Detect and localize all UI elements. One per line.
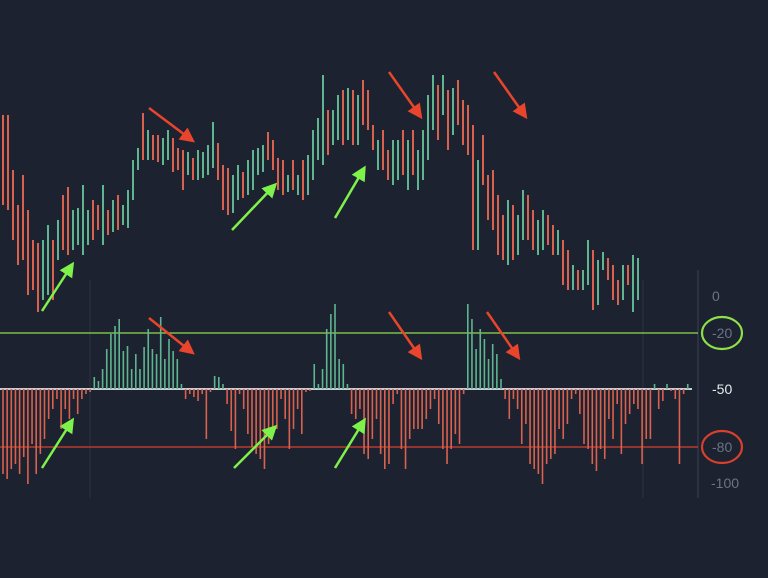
oscillator-histogram xyxy=(2,304,689,484)
arrow-up-icon xyxy=(333,417,366,469)
arrow-down-icon xyxy=(148,317,195,355)
arrow-up-icon xyxy=(40,261,75,312)
arrow-down-icon xyxy=(148,107,195,143)
axis-label: 0 xyxy=(712,288,720,304)
arrow-up-icon xyxy=(333,165,366,219)
arrow-up-icon xyxy=(231,182,278,231)
arrow-down-icon xyxy=(387,71,423,120)
arrow-up-icon xyxy=(233,424,278,469)
axis-label: -20 xyxy=(712,325,733,341)
axis-label: -80 xyxy=(712,439,733,455)
oscillator-levels xyxy=(0,332,698,448)
arrow-down-icon xyxy=(485,311,521,361)
price-candles xyxy=(2,75,639,312)
annotation-rings xyxy=(700,315,744,465)
highlight-ring xyxy=(700,429,744,465)
arrow-up-icon xyxy=(40,417,75,469)
arrow-down-icon xyxy=(387,311,423,361)
annotation-arrows xyxy=(40,71,528,469)
axis-label: -100 xyxy=(711,475,740,491)
arrow-down-icon xyxy=(492,71,528,120)
axis-label: -50 xyxy=(712,381,733,397)
highlight-ring xyxy=(700,315,744,351)
